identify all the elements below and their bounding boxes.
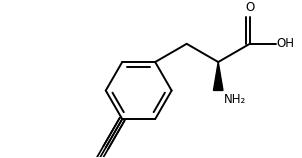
Polygon shape [214, 62, 223, 90]
Text: O: O [245, 1, 254, 14]
Text: OH: OH [277, 37, 295, 50]
Text: NH₂: NH₂ [223, 93, 246, 106]
